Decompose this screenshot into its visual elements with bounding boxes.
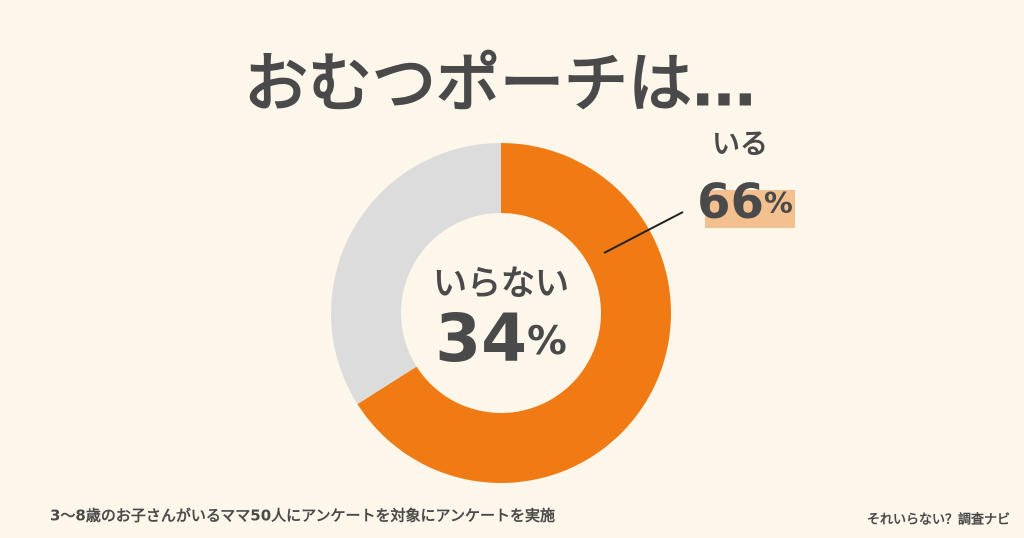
footnote: 3〜8歳のお子さんがいるママ50人にアンケートを対象にアンケートを実施: [50, 507, 555, 525]
value-label: 66%: [697, 174, 793, 230]
label-highlight: [705, 190, 795, 228]
value-label: 34%: [435, 300, 567, 377]
slice: [331, 143, 501, 405]
slice-label: いらない: [433, 264, 569, 304]
slice: [357, 143, 671, 484]
donut: [331, 143, 671, 484]
source: それいらない？調査ナビ: [867, 512, 1010, 528]
chart-title: おむつポーチは…: [244, 48, 756, 122]
leader-line: [603, 211, 684, 254]
slice-label: いる: [712, 127, 768, 160]
